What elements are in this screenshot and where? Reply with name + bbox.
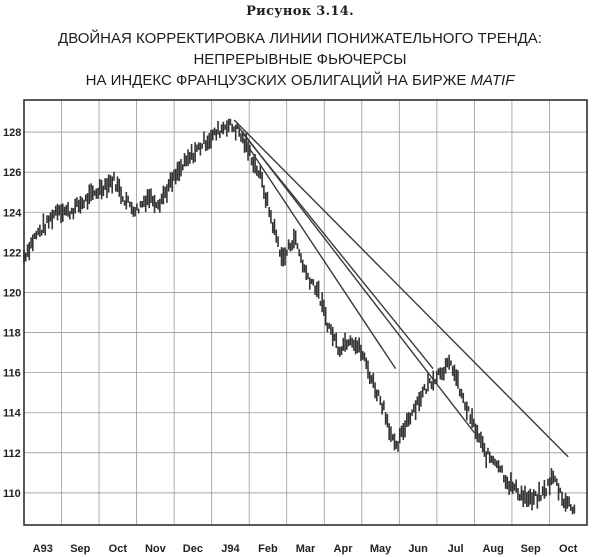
x-tick-label: Feb xyxy=(258,543,278,555)
x-tick-label: May xyxy=(370,543,392,555)
x-tick-label: Mar xyxy=(296,543,316,555)
grid xyxy=(24,100,588,525)
y-tick-labels: 110 112 114 116 118 120 122 124 126 128 xyxy=(3,127,22,500)
title-line-1: ДВОЙНАЯ КОРРЕКТИРОВКА ЛИНИИ ПОНИЖАТЕЛЬНО… xyxy=(58,30,542,47)
x-tick-label: A93 xyxy=(33,543,53,555)
trend-lines xyxy=(233,119,569,458)
plot-frame xyxy=(23,99,588,526)
price-bars xyxy=(23,118,576,515)
figure-caption: Рисунок 3.14. xyxy=(246,4,354,19)
x-tick-label: Sep xyxy=(521,543,541,555)
y-tick-label: 120 xyxy=(3,287,21,299)
x-tick-label: Apr xyxy=(334,543,354,555)
x-tick-label: Oct xyxy=(559,543,578,555)
trend-line xyxy=(233,119,569,458)
y-tick-label: 126 xyxy=(3,167,21,179)
y-tick-label: 114 xyxy=(3,408,22,420)
y-tick-label: 112 xyxy=(3,448,21,460)
y-tick-label: 128 xyxy=(3,127,21,139)
y-tick-label: 110 xyxy=(3,488,21,500)
x-tick-label: Jun xyxy=(408,543,428,555)
x-tick-labels: A93 Sep Oct Nov Dec J94 Feb Mar Apr May Jun Jul Aug S… xyxy=(33,543,578,555)
x-tick-label: J94 xyxy=(221,543,240,555)
title-line-3: НА ИНДЕКС ФРАНЦУЗСКИХ ОБЛИГАЦИЙ НА БИРЖЕ… xyxy=(0,70,600,91)
y-tick-label: 124 xyxy=(3,207,22,219)
x-tick-label: Aug xyxy=(482,543,503,555)
chart-title: ДВОЙНАЯ КОРРЕКТИРОВКА ЛИНИИ ПОНИЖАТЕЛЬНО… xyxy=(0,28,600,91)
y-tick-label: 122 xyxy=(3,247,21,259)
x-tick-label: Jul xyxy=(448,543,464,555)
trend-line xyxy=(241,131,434,370)
trend-line xyxy=(248,147,397,370)
y-tick-label: 116 xyxy=(3,368,21,380)
x-tick-label: Dec xyxy=(183,543,203,555)
title-line-2: НЕПРЕРЫВНЫЕ ФЬЮЧЕРСЫ xyxy=(193,51,407,68)
x-tick-label: Nov xyxy=(145,543,167,555)
y-tick-label: 118 xyxy=(3,328,21,340)
x-tick-label: Sep xyxy=(70,543,90,555)
title-line-3-text: НА ИНДЕКС ФРАНЦУЗСКИХ ОБЛИГАЦИЙ НА БИРЖЕ xyxy=(85,72,471,89)
x-tick-label: Oct xyxy=(109,543,128,555)
title-line-3-exchange: MATIF xyxy=(470,72,515,89)
